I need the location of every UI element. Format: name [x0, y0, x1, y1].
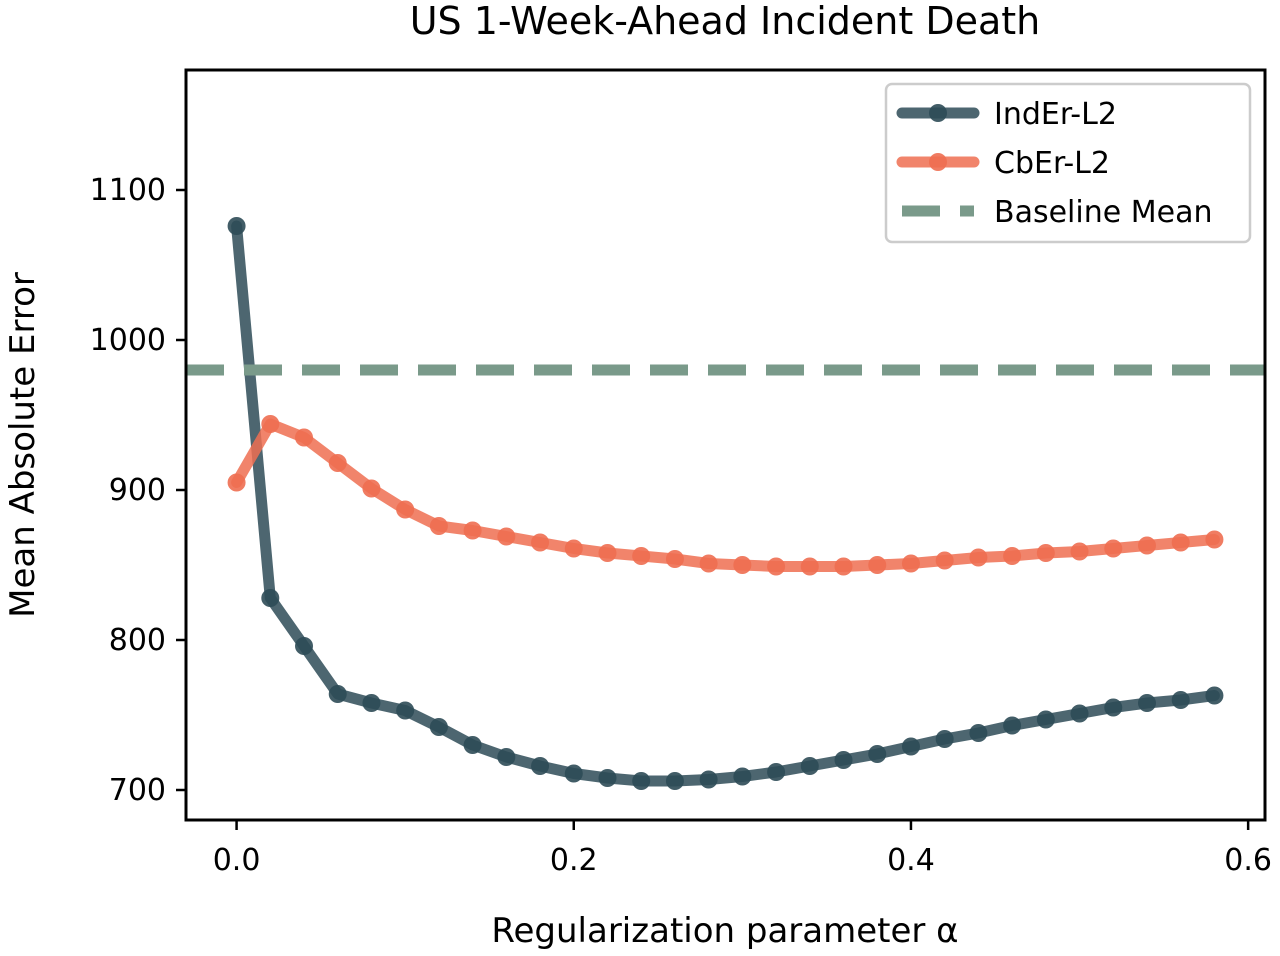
- inder-l2-point: [429, 718, 448, 736]
- cber-l2-point: [665, 550, 684, 568]
- cber-l2-point: [598, 544, 617, 562]
- y-axis-label: Mean Absolute Error: [3, 272, 43, 618]
- legend-marker-cber-l2: [929, 153, 947, 171]
- cber-l2-point: [1104, 539, 1123, 558]
- legend-label-inder-l2: IndEr-L2: [994, 97, 1117, 132]
- cber-l2-point: [1171, 533, 1190, 552]
- cber-l2-line: [231, 418, 1220, 572]
- inder-l2-line: [231, 220, 1220, 787]
- x-tick-label: 0.6: [1224, 843, 1272, 878]
- inder-l2-point: [632, 772, 651, 790]
- cber-l2-point: [834, 557, 853, 576]
- x-tick-label: 0.2: [550, 843, 598, 878]
- legend: IndEr-L2 CbEr-L2 Baseline Mean: [884, 82, 1252, 244]
- cber-l2-point: [497, 527, 516, 546]
- cber-l2-point: [1003, 547, 1022, 565]
- y-tick-label: 700: [109, 773, 166, 808]
- y-tick-label: 900: [109, 473, 166, 508]
- inder-l2-point: [699, 770, 718, 789]
- inder-l2-point: [328, 685, 347, 703]
- inder-l2-point: [901, 737, 920, 756]
- cber-l2-point: [1070, 542, 1089, 561]
- legend-box: [884, 82, 1252, 244]
- inder-l2-point: [1104, 698, 1123, 717]
- inder-l2-point: [834, 751, 853, 769]
- cber-l2-point: [328, 454, 347, 472]
- plot-area: [186, 217, 1265, 790]
- inder-l2-point: [935, 730, 954, 748]
- legend-label-baseline-mean: Baseline Mean: [994, 195, 1212, 230]
- series-group: [186, 217, 1265, 790]
- inder-l2-point: [463, 736, 482, 754]
- inder-l2-point: [1137, 694, 1156, 712]
- cber-l2-point: [699, 554, 718, 573]
- cber-l2-point: [396, 500, 415, 519]
- inder-l2-point: [497, 748, 516, 766]
- inder-l2-point: [1003, 716, 1022, 735]
- inder-l2-point: [531, 757, 550, 775]
- inder-l2-point: [396, 701, 415, 720]
- y-tick-label: 800: [109, 623, 166, 658]
- inder-l2-point: [1171, 691, 1190, 709]
- cber-l2-point: [632, 547, 651, 565]
- cber-l2-point: [800, 557, 819, 576]
- cber-l2-point: [1137, 536, 1156, 555]
- y-axis: 700 800 900 1000 1100: [90, 173, 186, 808]
- inder-l2-point: [733, 767, 752, 786]
- y-tick-label: 1100: [90, 173, 166, 208]
- cber-l2-point: [261, 415, 280, 433]
- inder-l2-point: [362, 694, 381, 712]
- plot-frame: [184, 68, 1267, 822]
- cber-l2-point: [733, 556, 752, 574]
- cber-l2-point: [901, 554, 920, 573]
- inder-l2-point: [767, 763, 786, 781]
- cber-l2-point: [429, 517, 448, 535]
- x-tick-label: 0.4: [887, 843, 935, 878]
- inder-l2-point: [261, 589, 280, 607]
- cber-l2-point: [295, 428, 314, 447]
- cber-l2-point: [531, 533, 550, 552]
- inder-l2-point: [1070, 704, 1089, 723]
- x-axis-label: Regularization parameter α: [491, 911, 958, 951]
- cber-l2-point: [1036, 544, 1055, 562]
- inder-l2-point: [1205, 686, 1224, 705]
- inder-l2-point: [800, 757, 819, 775]
- cber-l2-point: [463, 521, 482, 540]
- x-tick-label: 0.0: [213, 843, 261, 878]
- inder-l2-point: [969, 724, 988, 742]
- cber-l2-point: [767, 557, 786, 576]
- cber-l2-point: [1205, 530, 1224, 549]
- legend-marker-inder-l2: [929, 104, 947, 122]
- inder-l2-point: [227, 217, 246, 235]
- inder-l2-point: [868, 745, 887, 763]
- cber-l2-point: [868, 556, 887, 574]
- inder-l2-point: [564, 764, 583, 783]
- cber-l2-point: [362, 479, 381, 498]
- legend-label-cber-l2: CbEr-L2: [994, 146, 1110, 181]
- inder-l2-point: [295, 637, 314, 655]
- cber-l2-point: [969, 548, 988, 567]
- cber-l2-point: [564, 539, 583, 558]
- cber-l2-point: [935, 551, 954, 570]
- y-tick-label: 1000: [90, 323, 166, 358]
- cber-l2-point: [227, 473, 246, 492]
- x-axis: 0.0 0.2 0.4 0.6: [213, 820, 1272, 878]
- inder-l2-point: [665, 772, 684, 790]
- inder-l2-point: [1036, 710, 1055, 729]
- inder-l2-point: [598, 769, 617, 787]
- chart-title: US 1-Week-Ahead Incident Death: [410, 0, 1041, 43]
